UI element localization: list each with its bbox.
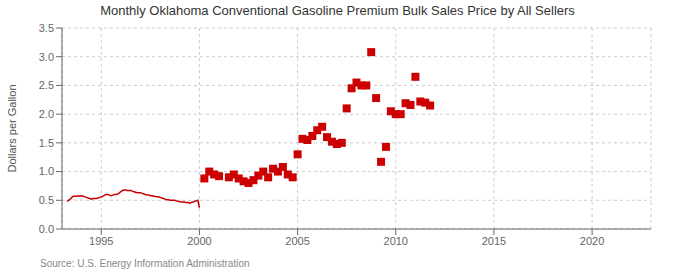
- svg-text:0.0: 0.0: [39, 223, 54, 235]
- svg-text:2000: 2000: [187, 235, 211, 247]
- svg-text:1.0: 1.0: [39, 165, 54, 177]
- svg-text:2005: 2005: [285, 235, 309, 247]
- svg-text:3.0: 3.0: [39, 51, 54, 63]
- svg-text:2020: 2020: [580, 235, 604, 247]
- svg-text:1995: 1995: [89, 235, 113, 247]
- svg-text:3.5: 3.5: [39, 22, 54, 34]
- svg-text:2.5: 2.5: [39, 79, 54, 91]
- html-text:Monthly Oklahoma Conventional: Monthly Oklahoma Conventional Gasoline P…: [100, 3, 575, 18]
- svg-text:0.5: 0.5: [39, 194, 54, 206]
- html-text:Source: U.S. Energy Informatio: Source: U.S. Energy Information Administ…: [40, 258, 250, 269]
- svg-text:Dollars per Gallon: Dollars per Gallon: [8, 84, 18, 172]
- svg-text:2015: 2015: [482, 235, 506, 247]
- svg-text:1.5: 1.5: [39, 137, 54, 149]
- svg-text:2.0: 2.0: [39, 108, 54, 120]
- svg-text:2010: 2010: [384, 235, 408, 247]
